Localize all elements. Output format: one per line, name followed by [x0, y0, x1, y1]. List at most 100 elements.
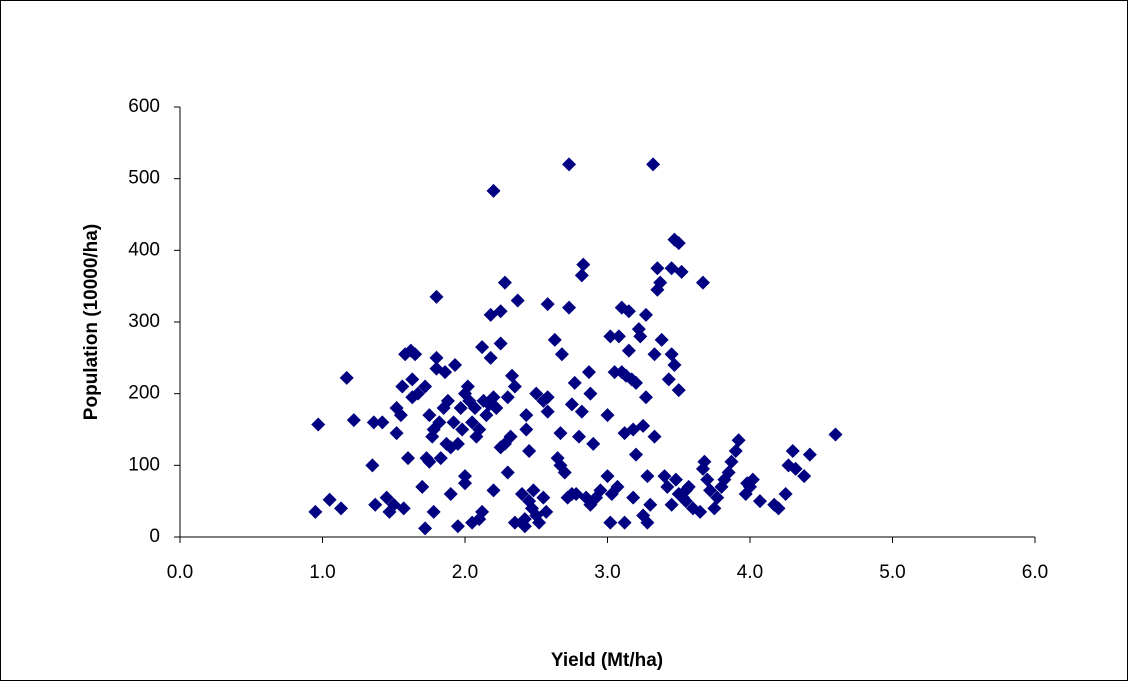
point: [522, 444, 537, 458]
x-tick-label: 5.0: [879, 562, 905, 583]
point: [486, 183, 501, 198]
point: [640, 469, 655, 484]
point: [479, 408, 494, 423]
point: [653, 275, 668, 290]
y-tick-label: 500: [128, 168, 160, 189]
point: [410, 386, 425, 401]
point: [483, 350, 498, 365]
y-tick-label: 100: [128, 454, 160, 475]
point: [422, 454, 437, 469]
point: [638, 307, 653, 322]
x-tick-label: 1.0: [309, 562, 335, 583]
point: [640, 515, 655, 530]
point: [693, 504, 708, 519]
point: [710, 490, 725, 505]
point: [505, 368, 520, 383]
point: [703, 483, 718, 498]
point: [517, 512, 532, 527]
y-tick-label: 400: [128, 239, 160, 260]
point: [600, 469, 615, 484]
point: [621, 343, 636, 358]
point: [778, 487, 793, 501]
point: [576, 257, 591, 272]
point: [418, 379, 433, 394]
point: [643, 497, 658, 512]
point: [638, 390, 653, 405]
point: [460, 379, 475, 394]
point: [583, 386, 598, 401]
y-tick-label: 0: [149, 526, 160, 547]
point: [475, 340, 490, 355]
point: [526, 483, 541, 498]
point: [574, 268, 589, 283]
x-tick-label: 0.0: [167, 562, 193, 583]
point: [510, 293, 525, 308]
point: [379, 490, 394, 505]
point: [752, 494, 767, 509]
point: [486, 483, 501, 498]
point: [368, 497, 383, 512]
point: [339, 370, 354, 385]
point: [557, 465, 572, 480]
point: [802, 447, 817, 462]
point: [519, 422, 534, 437]
point: [366, 415, 381, 430]
point: [493, 304, 508, 319]
point: [697, 454, 712, 469]
point: [547, 332, 562, 347]
point: [572, 429, 586, 444]
point: [418, 521, 433, 536]
point: [707, 501, 722, 516]
point: [828, 427, 843, 442]
point: [603, 515, 618, 530]
point: [554, 347, 569, 362]
point: [346, 413, 361, 428]
point: [646, 157, 661, 172]
point: [661, 372, 676, 387]
point: [438, 365, 453, 380]
point: [660, 479, 675, 494]
point: [519, 408, 534, 423]
point: [467, 401, 482, 415]
point: [429, 350, 444, 365]
point: [586, 436, 601, 451]
point: [564, 397, 579, 412]
y-tick-label: 300: [128, 311, 160, 332]
point: [422, 408, 437, 423]
point: [540, 390, 555, 405]
point: [322, 492, 337, 507]
point: [650, 261, 665, 276]
point: [432, 415, 447, 430]
point: [607, 365, 622, 380]
point: [443, 487, 458, 501]
point: [611, 329, 626, 344]
point: [785, 444, 800, 458]
point: [308, 504, 323, 519]
point: [667, 358, 682, 372]
point: [455, 422, 470, 437]
point: [334, 501, 349, 516]
point: [610, 479, 625, 494]
point: [771, 501, 786, 516]
point: [440, 393, 455, 408]
point: [405, 372, 420, 387]
point: [600, 408, 615, 423]
point: [453, 401, 468, 415]
point: [375, 415, 390, 430]
point: [562, 300, 577, 315]
point: [657, 469, 672, 484]
point: [664, 497, 679, 512]
point: [617, 515, 632, 530]
point: [507, 379, 522, 394]
point: [647, 429, 662, 444]
point: [797, 469, 812, 484]
point: [724, 454, 739, 469]
point: [500, 390, 515, 405]
point: [593, 483, 608, 498]
point: [553, 426, 568, 441]
y-axis-title: Population (10000/ha): [81, 224, 102, 420]
point: [731, 433, 746, 448]
point: [529, 386, 544, 401]
